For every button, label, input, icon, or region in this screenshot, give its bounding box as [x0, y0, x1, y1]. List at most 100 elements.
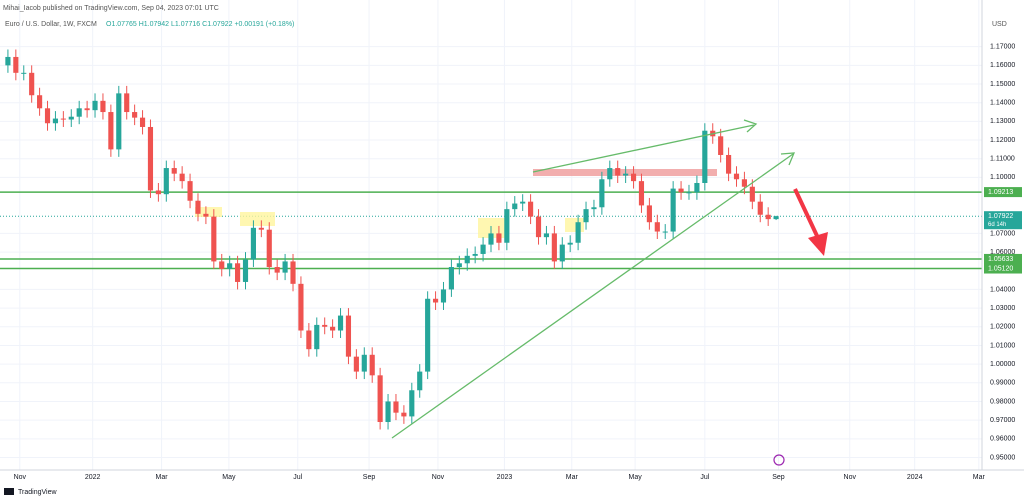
y-tick-label: 1.03000	[990, 305, 1015, 312]
trend-lines	[391, 119, 828, 439]
candle-body	[678, 188, 684, 193]
level-label-bg	[984, 187, 1022, 198]
x-tick-label: Sep	[772, 474, 785, 481]
x-tick-label: 2023	[497, 474, 513, 481]
candle-body	[733, 173, 740, 180]
candle-body	[749, 186, 755, 202]
candle-body	[203, 213, 209, 217]
highlight-box	[195, 207, 222, 217]
candle-body	[472, 253, 478, 256]
candle-body	[694, 182, 700, 193]
candle-body	[298, 283, 304, 331]
candle-body	[726, 154, 732, 174]
forecast-arrow-head	[808, 232, 828, 256]
x-tick-label: Nov	[14, 474, 27, 481]
candle-body	[409, 390, 415, 417]
candle-body	[757, 201, 763, 215]
candle-body	[361, 354, 367, 372]
y-tick-label: 1.11000	[990, 156, 1015, 163]
candle-body	[623, 173, 629, 176]
candle-body	[417, 371, 423, 391]
candle-body	[559, 244, 565, 262]
candle-body	[139, 117, 146, 127]
candle-body	[464, 255, 470, 264]
candle-body	[718, 136, 724, 155]
candle-body	[187, 181, 193, 201]
level-label: 1.05120	[988, 265, 1013, 272]
candle-body	[163, 168, 169, 195]
axes: 1.17000 1.16000 1.15000 1.14000 1.13000 1.120…	[14, 44, 1022, 481]
candle-body	[670, 188, 676, 232]
candle-body	[607, 168, 613, 180]
candle-body	[425, 298, 431, 372]
candle-body	[108, 112, 114, 150]
candle-body	[662, 231, 668, 233]
y-tick-label: 0.97000	[990, 417, 1015, 424]
level-label: 1.05633	[988, 256, 1013, 263]
candle-body	[512, 203, 518, 210]
candle-body	[29, 72, 35, 96]
candle-body	[227, 263, 233, 269]
grid	[0, 0, 982, 470]
candle-body	[274, 267, 280, 273]
brand: TradingView	[18, 489, 57, 496]
level-label: 1.09213	[988, 189, 1013, 196]
y-tick-label: 1.06000	[990, 249, 1015, 256]
currency: USD	[992, 21, 1007, 28]
candle-body	[432, 298, 439, 303]
brand-logo	[4, 488, 14, 495]
candle-body	[551, 233, 557, 262]
last-price-label: 1.07922	[988, 213, 1013, 220]
candle-body	[76, 108, 82, 117]
x-tick-label: Mar	[566, 474, 579, 481]
forecast-arrow	[793, 188, 820, 239]
candle-body	[440, 289, 447, 303]
candle-body	[5, 56, 11, 66]
candle-body	[591, 207, 597, 210]
candle-body	[155, 190, 161, 195]
arrow-head	[743, 119, 758, 133]
price-axis-bg	[982, 0, 1024, 470]
candle-body	[100, 100, 106, 113]
x-tick-label: 2024	[907, 474, 923, 481]
candle-body	[686, 192, 692, 194]
candle-body	[599, 179, 605, 208]
candle-body	[147, 126, 154, 191]
x-tick-label: Mar	[156, 474, 169, 481]
trend-line	[532, 124, 755, 173]
y-tick-label: 0.96000	[990, 436, 1015, 443]
candle-body	[504, 209, 510, 243]
candles	[5, 49, 779, 430]
y-tick-label: 1.13000	[990, 118, 1015, 125]
candle-body	[646, 205, 652, 223]
level-label-bg	[984, 263, 1022, 274]
y-tick-label: 1.00000	[990, 361, 1015, 368]
candle-body	[456, 263, 462, 268]
candle-body	[496, 233, 502, 243]
candle-body	[615, 168, 621, 176]
candle-body	[179, 173, 185, 182]
candle-body	[21, 72, 27, 74]
candle-body	[306, 330, 312, 350]
candle-body	[765, 214, 771, 220]
candle-body	[385, 401, 391, 423]
candle-body	[480, 244, 486, 254]
countdown: 6d 14h	[988, 222, 1006, 228]
x-tick-label: Jul	[700, 474, 709, 481]
x-tick-label: Nov	[844, 474, 857, 481]
highlight-box	[240, 212, 275, 226]
candle-body	[654, 222, 660, 232]
candle-body	[353, 356, 359, 372]
y-tick-label: 1.17000	[990, 44, 1015, 51]
highlight-box	[565, 218, 584, 232]
arrow-head	[780, 152, 796, 166]
candle-body	[567, 242, 573, 245]
y-tick-label: 0.98000	[990, 398, 1015, 405]
candle-body	[543, 233, 550, 238]
candle-body	[92, 100, 98, 111]
candle-body	[314, 324, 320, 350]
y-tick-label: 1.14000	[990, 100, 1015, 107]
candle-body	[282, 261, 288, 273]
resistance-zone	[533, 169, 717, 176]
candle-body	[322, 324, 328, 327]
